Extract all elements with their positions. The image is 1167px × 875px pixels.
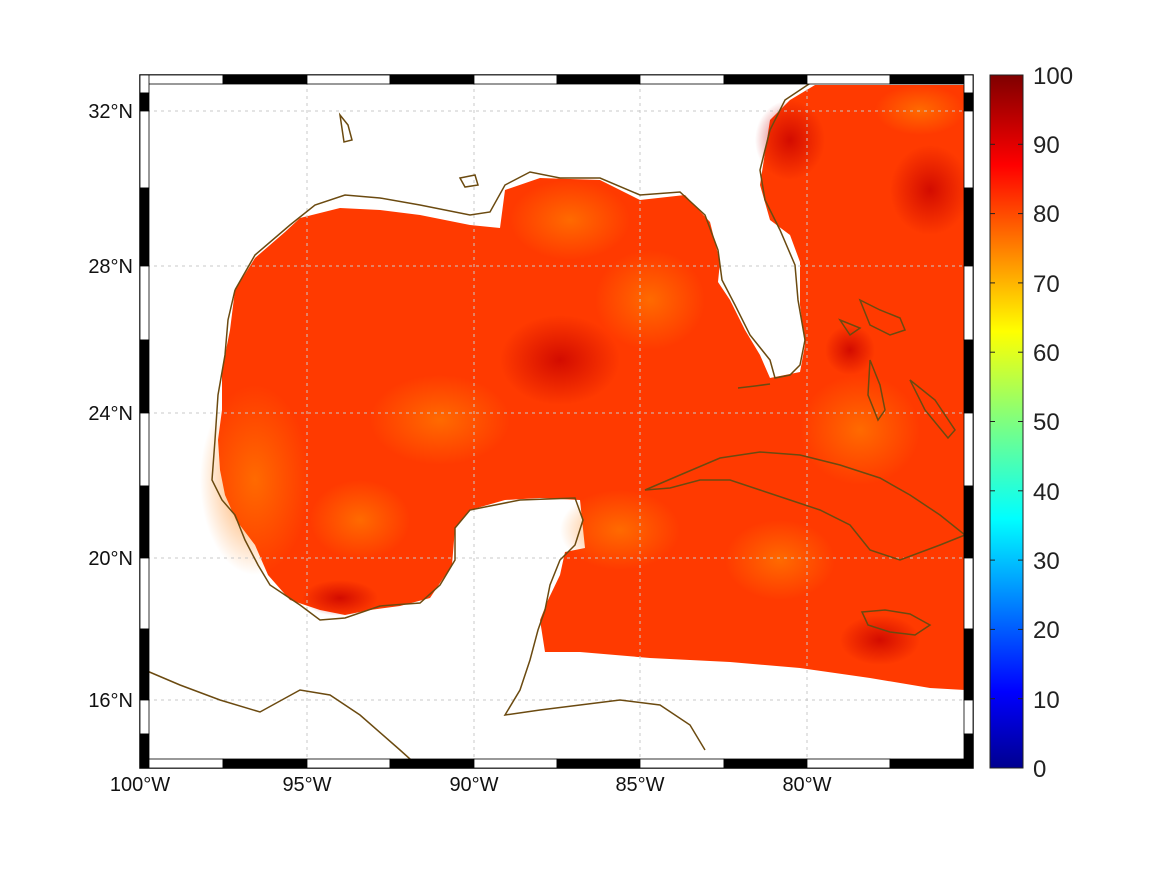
frame-segment [139,92,150,112]
frame-segment [963,110,974,189]
frame-segment [139,74,224,85]
lon-label-85w: 85°W [615,774,664,796]
frame-segment [963,485,974,559]
frame-segment [139,265,150,341]
frame-segment [139,699,150,735]
colorbar-label-80: 80 [1033,201,1060,228]
frame-segment [139,628,150,701]
frame-segment [139,110,150,189]
frame-segment [963,339,974,414]
frame-segment [306,74,391,85]
frame-segment [889,74,974,85]
frame-segment [963,412,974,487]
colorbar-label-20: 20 [1033,617,1060,644]
frame-segment [963,733,974,769]
frame-segment [139,187,150,267]
frame-segment [389,74,475,85]
frame-segment [963,74,974,94]
colorbar-label-30: 30 [1033,548,1060,575]
longitude-labels: 100°W 95°W 90°W 85°W 80°W [110,774,832,796]
frame-segment [723,758,808,769]
colorbar-label-0: 0 [1033,756,1046,783]
frame-segment [889,758,974,769]
colorbar-label-90: 90 [1033,132,1060,159]
frame-segment [139,339,150,414]
lat-label-32n: 32°N [88,101,133,123]
frame-segment [139,412,150,487]
frame-segment [556,758,641,769]
frame-segment [139,74,150,94]
graticule [140,75,973,768]
lon-label-80w: 80°W [782,774,831,796]
frame-segment [639,758,725,769]
frame-segment [963,187,974,267]
frame-segment [306,758,391,769]
colorbar-ticks [990,74,1023,769]
frame-segment [139,758,224,769]
frame-segment [639,74,725,85]
frame-segment [139,557,150,630]
frame-segment [389,758,475,769]
colorbar-label-100: 100 [1033,63,1073,90]
colorbar-label-70: 70 [1033,271,1060,298]
lat-label-28n: 28°N [88,256,133,278]
frame-segment [473,758,558,769]
coastlines [140,79,967,768]
frame-segment [806,74,891,85]
frame-segment [222,74,308,85]
map-frame [139,74,974,769]
colorbar: 100 90 80 70 60 50 40 30 20 10 0 [989,63,1073,783]
frame-segment [806,758,891,769]
frame-segment [473,74,558,85]
colorbar-label-10: 10 [1033,687,1060,714]
frame-segment [963,557,974,630]
frame-segment [963,699,974,735]
frame-segment [222,758,308,769]
lat-label-20n: 20°N [88,548,133,570]
lat-label-16n: 16°N [88,690,133,712]
frame-segment [139,733,150,769]
colorbar-gradient [989,74,1024,769]
colorbar-label-60: 60 [1033,340,1060,367]
lon-label-90w: 90°W [449,774,498,796]
frame-segment [963,92,974,112]
lon-label-100w: 100°W [110,774,170,796]
frame-segment [723,74,808,85]
frame-segment [556,74,641,85]
lon-label-95w: 95°W [282,774,331,796]
frame-segment [963,628,974,701]
frame-segment [139,485,150,559]
frame-segment [963,265,974,341]
latitude-labels: 32°N 28°N 24°N 20°N 16°N [88,101,133,712]
colorbar-label-50: 50 [1033,409,1060,436]
colorbar-label-40: 40 [1033,479,1060,506]
lat-label-24n: 24°N [88,403,133,425]
data-field [200,85,970,690]
